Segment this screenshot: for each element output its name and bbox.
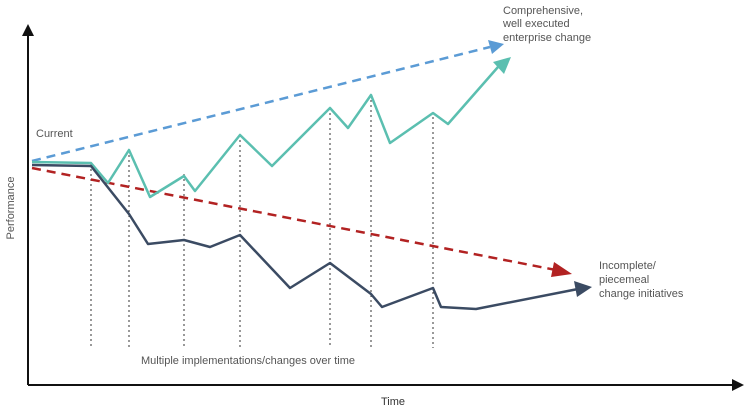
y-axis-label: Performance bbox=[5, 177, 17, 240]
x-axis-label: Time bbox=[381, 396, 405, 408]
piecemeal-label: Incomplete/ piecemeal change initiatives bbox=[599, 260, 684, 300]
comprehensive-trend-dashed bbox=[31, 45, 491, 163]
y-axis-arrowhead bbox=[22, 24, 34, 36]
implementation-guides bbox=[90, 95, 434, 348]
comprehensive-performance-arrowhead bbox=[493, 57, 511, 74]
comprehensive-label-line: well executed bbox=[502, 18, 570, 30]
comprehensive-label-line: Comprehensive, bbox=[503, 5, 583, 17]
piecemeal-label-line: piecemeal bbox=[599, 274, 649, 286]
comprehensive-performance-line bbox=[31, 66, 499, 199]
piecemeal-trend-arrowhead bbox=[551, 262, 572, 277]
piecemeal-label-line: Incomplete/ bbox=[599, 260, 657, 272]
comprehensive-label: Comprehensive, well executed enterprise … bbox=[502, 5, 591, 44]
multiple-implementations-note: Multiple implementations/changes over ti… bbox=[141, 355, 355, 367]
x-axis-arrowhead bbox=[732, 379, 744, 391]
piecemeal-performance-arrowhead bbox=[574, 281, 592, 297]
comprehensive-trend-arrowhead bbox=[488, 40, 504, 54]
piecemeal-label-line: change initiatives bbox=[599, 288, 684, 300]
current-label: Current bbox=[36, 128, 73, 140]
comprehensive-label-line: enterprise change bbox=[503, 32, 591, 44]
piecemeal-trend-dashed bbox=[31, 166, 557, 272]
piecemeal-performance-line bbox=[31, 163, 579, 311]
